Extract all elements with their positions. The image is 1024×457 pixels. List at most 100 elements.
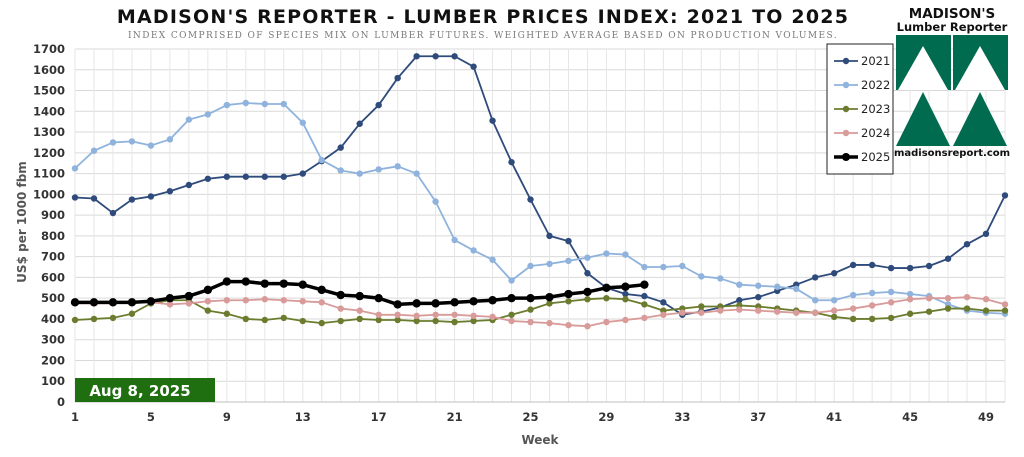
point-2024 (698, 309, 705, 316)
point-2021 (641, 292, 648, 300)
point-2024 (413, 312, 420, 320)
logo-mark (896, 35, 1008, 146)
point-2022 (793, 285, 800, 293)
point-2024 (432, 311, 439, 318)
legend-swatch-marker (842, 57, 850, 65)
legend-label: 2023 (861, 102, 890, 116)
point-2021 (944, 255, 952, 262)
legend-item-2025: 2025 (834, 150, 890, 164)
series-2022 (71, 99, 1009, 317)
point-2021 (489, 117, 496, 124)
series-layer (70, 53, 1009, 330)
logo-triangle-bottom-right (953, 92, 1007, 146)
point-2022 (565, 257, 572, 264)
point-2023 (280, 314, 287, 322)
point-2021 (565, 237, 572, 245)
point-2025 (298, 280, 307, 289)
legend: 2021 2022 2023 2024 2025 (826, 43, 894, 175)
point-2022 (489, 256, 496, 263)
chart-subtitle: INDEX COMPRISED OF SPECIES MIX ON LUMBER… (127, 31, 839, 41)
point-2024 (812, 309, 819, 316)
point-2022 (90, 147, 98, 154)
point-2024 (261, 296, 268, 303)
x-tick-label: 33 (674, 410, 690, 424)
point-2024 (508, 317, 515, 325)
y-tick-label: 0 (57, 395, 65, 409)
y-tick-label: 1100 (33, 167, 65, 181)
point-2023 (128, 310, 136, 317)
point-2024 (375, 311, 382, 318)
point-2022 (451, 236, 458, 244)
point-2021 (280, 173, 287, 180)
point-2024 (451, 311, 458, 318)
point-2021 (356, 120, 363, 127)
point-2023 (963, 305, 971, 312)
y-tick-label: 1700 (33, 42, 65, 56)
point-2025 (526, 293, 535, 303)
series-2025 (70, 277, 649, 309)
point-2021 (261, 173, 268, 180)
point-2023 (944, 305, 952, 312)
x-tick-label: 41 (826, 410, 842, 424)
point-2022 (622, 251, 629, 258)
x-tick-label: 1 (71, 410, 79, 424)
x-tick-label: 21 (447, 410, 463, 424)
y-tick-label: 1200 (33, 146, 65, 160)
point-2021 (812, 274, 819, 281)
point-2024 (337, 305, 344, 312)
point-2022 (830, 297, 838, 304)
point-2021 (963, 240, 971, 248)
date-badge-label: Aug 8, 2025 (89, 382, 190, 400)
y-tick-label: 500 (41, 291, 65, 305)
chart-title: MADISON'S REPORTER - LUMBER PRICES INDEX… (116, 6, 850, 28)
point-2025 (279, 279, 288, 288)
point-2024 (394, 311, 401, 318)
point-2021 (185, 181, 193, 189)
point-2024 (584, 323, 591, 330)
point-2025 (393, 300, 402, 309)
point-2024 (470, 312, 477, 320)
y-tick-label: 300 (41, 333, 65, 347)
point-2022 (660, 263, 667, 271)
point-2022 (185, 116, 193, 123)
point-2024 (679, 309, 686, 316)
point-2023 (508, 311, 515, 318)
point-2021 (147, 193, 155, 200)
point-2022 (337, 167, 344, 174)
point-2021 (736, 297, 743, 304)
point-2021 (1001, 192, 1009, 199)
point-2024 (736, 306, 743, 313)
point-2023 (356, 315, 363, 323)
point-2025 (602, 283, 611, 292)
point-2021 (755, 293, 762, 301)
point-2025 (374, 293, 383, 303)
point-2021 (71, 194, 79, 201)
point-2024 (546, 319, 553, 327)
legend-label: 2024 (861, 126, 890, 140)
x-axis-title: Week (521, 433, 559, 447)
x-tick-label: 5 (147, 410, 155, 424)
point-2024 (755, 307, 762, 314)
point-2025 (184, 291, 194, 301)
x-tick-label: 13 (295, 410, 311, 424)
point-2022 (223, 101, 231, 109)
logo-triangle-top-right (955, 46, 1005, 90)
point-2025 (450, 298, 459, 307)
legend-label: 2025 (861, 150, 890, 164)
y-tick-label: 800 (41, 229, 65, 243)
legend-item-2024: 2024 (834, 126, 890, 140)
x-tick-label: 29 (598, 410, 614, 424)
legend-swatch-marker (842, 153, 850, 161)
point-2023 (470, 317, 477, 325)
x-tick-label: 9 (223, 410, 231, 424)
point-2023 (337, 317, 344, 325)
point-2021 (413, 53, 420, 60)
point-2025 (108, 298, 118, 307)
point-2021 (527, 196, 534, 203)
x-tick-label: 45 (902, 410, 918, 424)
point-2022 (242, 99, 250, 107)
point-2022 (318, 156, 325, 164)
point-2021 (849, 261, 857, 269)
point-2021 (223, 173, 231, 180)
point-2024 (925, 294, 933, 302)
